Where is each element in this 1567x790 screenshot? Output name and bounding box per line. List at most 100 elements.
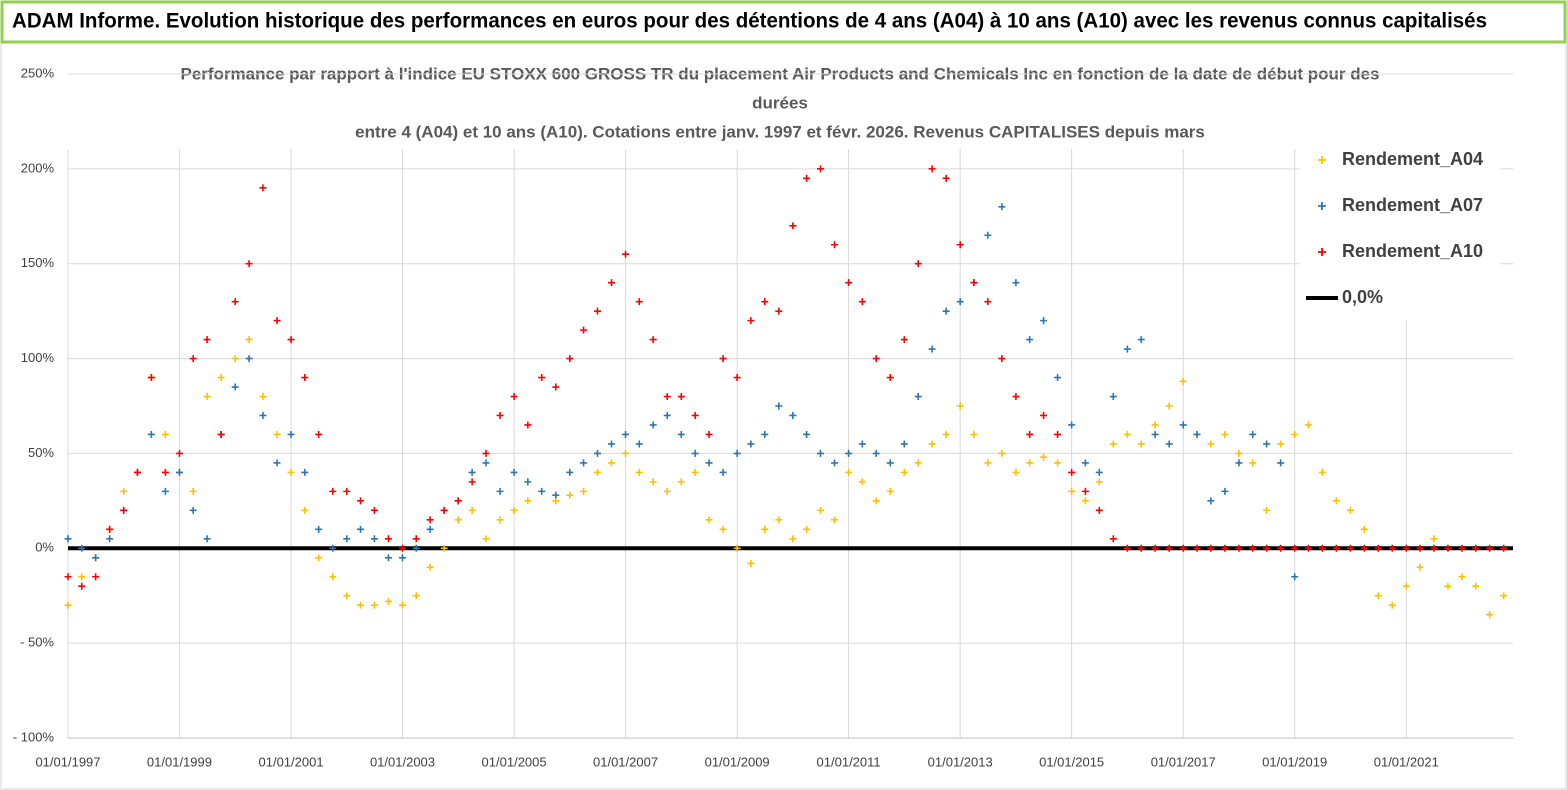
point: [1137, 440, 1145, 448]
point: [705, 516, 713, 524]
point: [370, 506, 378, 514]
point: [1221, 544, 1229, 552]
point: [593, 307, 601, 315]
point: [831, 241, 839, 249]
point: [357, 525, 365, 533]
point: [747, 559, 755, 567]
point: [942, 174, 950, 182]
point: [1165, 402, 1173, 410]
point: [747, 440, 755, 448]
point: [872, 449, 880, 457]
point: [705, 459, 713, 467]
point: [1123, 544, 1131, 552]
point: [1165, 440, 1173, 448]
point: [1137, 544, 1145, 552]
point: [984, 298, 992, 306]
point: [78, 582, 86, 590]
point: [329, 487, 337, 495]
x-tick-label: 01/01/2001: [259, 754, 324, 769]
point: [482, 449, 490, 457]
point: [719, 468, 727, 476]
point: [942, 430, 950, 438]
point: [1500, 592, 1508, 600]
point: [1109, 393, 1117, 401]
point: [1332, 497, 1340, 505]
page-title: ADAM Informe. Evolution historique des p…: [12, 10, 1487, 33]
point: [1346, 506, 1354, 514]
point: [161, 468, 169, 476]
point: [914, 459, 922, 467]
point: [928, 165, 936, 173]
point: [273, 317, 281, 325]
point: [468, 468, 476, 476]
point: [301, 506, 309, 514]
point: [914, 260, 922, 268]
point: [1235, 449, 1243, 457]
point: [1444, 544, 1452, 552]
point: [1277, 440, 1285, 448]
point: [189, 487, 197, 495]
point: [538, 374, 546, 382]
point: [120, 506, 128, 514]
point: [998, 203, 1006, 211]
point: [635, 298, 643, 306]
point: [64, 573, 72, 581]
point: [1221, 430, 1229, 438]
point: [259, 184, 267, 192]
point: [245, 355, 253, 363]
point: [315, 430, 323, 438]
series: [64, 336, 1508, 619]
point: [398, 544, 406, 552]
point: [510, 468, 518, 476]
point: [956, 241, 964, 249]
point: [1458, 573, 1466, 581]
point: [942, 307, 950, 315]
point: [468, 506, 476, 514]
y-tick-label: - 100%: [13, 729, 55, 744]
point: [607, 459, 615, 467]
point: [775, 402, 783, 410]
point: [1095, 478, 1103, 486]
x-tick-label: 01/01/1997: [35, 754, 100, 769]
point: [1123, 430, 1131, 438]
x-tick-label: 01/01/2009: [705, 754, 770, 769]
point: [803, 430, 811, 438]
point: [1040, 317, 1048, 325]
point: [803, 174, 811, 182]
point: [566, 491, 574, 499]
point: [1026, 336, 1034, 344]
point: [635, 440, 643, 448]
point: [580, 326, 588, 334]
point: [872, 497, 880, 505]
point: [928, 345, 936, 353]
point: [1291, 573, 1299, 581]
x-tick-label: 01/01/2007: [593, 754, 658, 769]
legend-label: Rendement_A10: [1342, 241, 1483, 261]
point: [1388, 544, 1396, 552]
point: [580, 459, 588, 467]
y-tick-label: 50%: [28, 445, 54, 460]
point: [78, 573, 86, 581]
point: [1374, 592, 1382, 600]
point: [816, 165, 824, 173]
point: [831, 516, 839, 524]
point: [1109, 535, 1117, 543]
point: [1040, 411, 1048, 419]
point: [858, 478, 866, 486]
point: [175, 449, 183, 457]
point: [1263, 544, 1271, 552]
point: [858, 298, 866, 306]
point: [301, 374, 309, 382]
point: [357, 497, 365, 505]
point: [482, 459, 490, 467]
point: [984, 459, 992, 467]
banner: [0, 0, 1567, 44]
point: [384, 597, 392, 605]
point: [78, 544, 86, 552]
point: [719, 525, 727, 533]
point: [816, 449, 824, 457]
point: [1081, 487, 1089, 495]
point: [343, 592, 351, 600]
